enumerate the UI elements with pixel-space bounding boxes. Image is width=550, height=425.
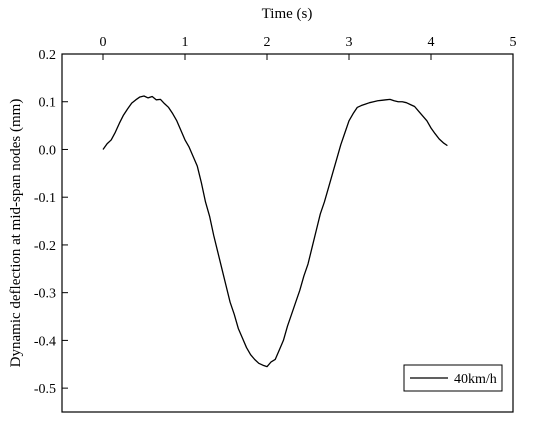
y-tick-label: 0.0 [39, 143, 57, 158]
y-tick-label: -0.5 [34, 382, 56, 397]
x-tick-label: 3 [346, 35, 353, 50]
y-tick-label: -0.3 [34, 287, 56, 302]
x-axis-ticks: 0 1 2 3 4 5 [100, 35, 517, 60]
y-tick-label: -0.1 [34, 191, 56, 206]
y-tick-label: 0.1 [39, 96, 57, 111]
plot-frame [61, 53, 514, 413]
x-tick-label: 5 [510, 35, 517, 50]
legend-label-40kmh: 40km/h [454, 372, 497, 387]
x-tick-label: 2 [264, 35, 271, 50]
x-tick-label: 0 [100, 35, 107, 50]
y-axis-ticks: -0.5 -0.4 -0.3 -0.2 -0.1 0.0 0.1 0.2 [34, 48, 68, 397]
x-tick-label: 4 [428, 35, 435, 50]
y-tick-label: -0.2 [34, 239, 56, 254]
legend: 40km/h [403, 364, 503, 392]
x-tick-label: 1 [182, 35, 189, 50]
x-axis-title: Time (s) [262, 6, 313, 22]
y-tick-label: -0.4 [34, 334, 56, 349]
series-line-40kmh [102, 95, 448, 368]
y-tick-label: 0.2 [39, 48, 57, 63]
y-axis-title: Dynamic deflection at mid-span nodes (mm… [8, 99, 24, 368]
